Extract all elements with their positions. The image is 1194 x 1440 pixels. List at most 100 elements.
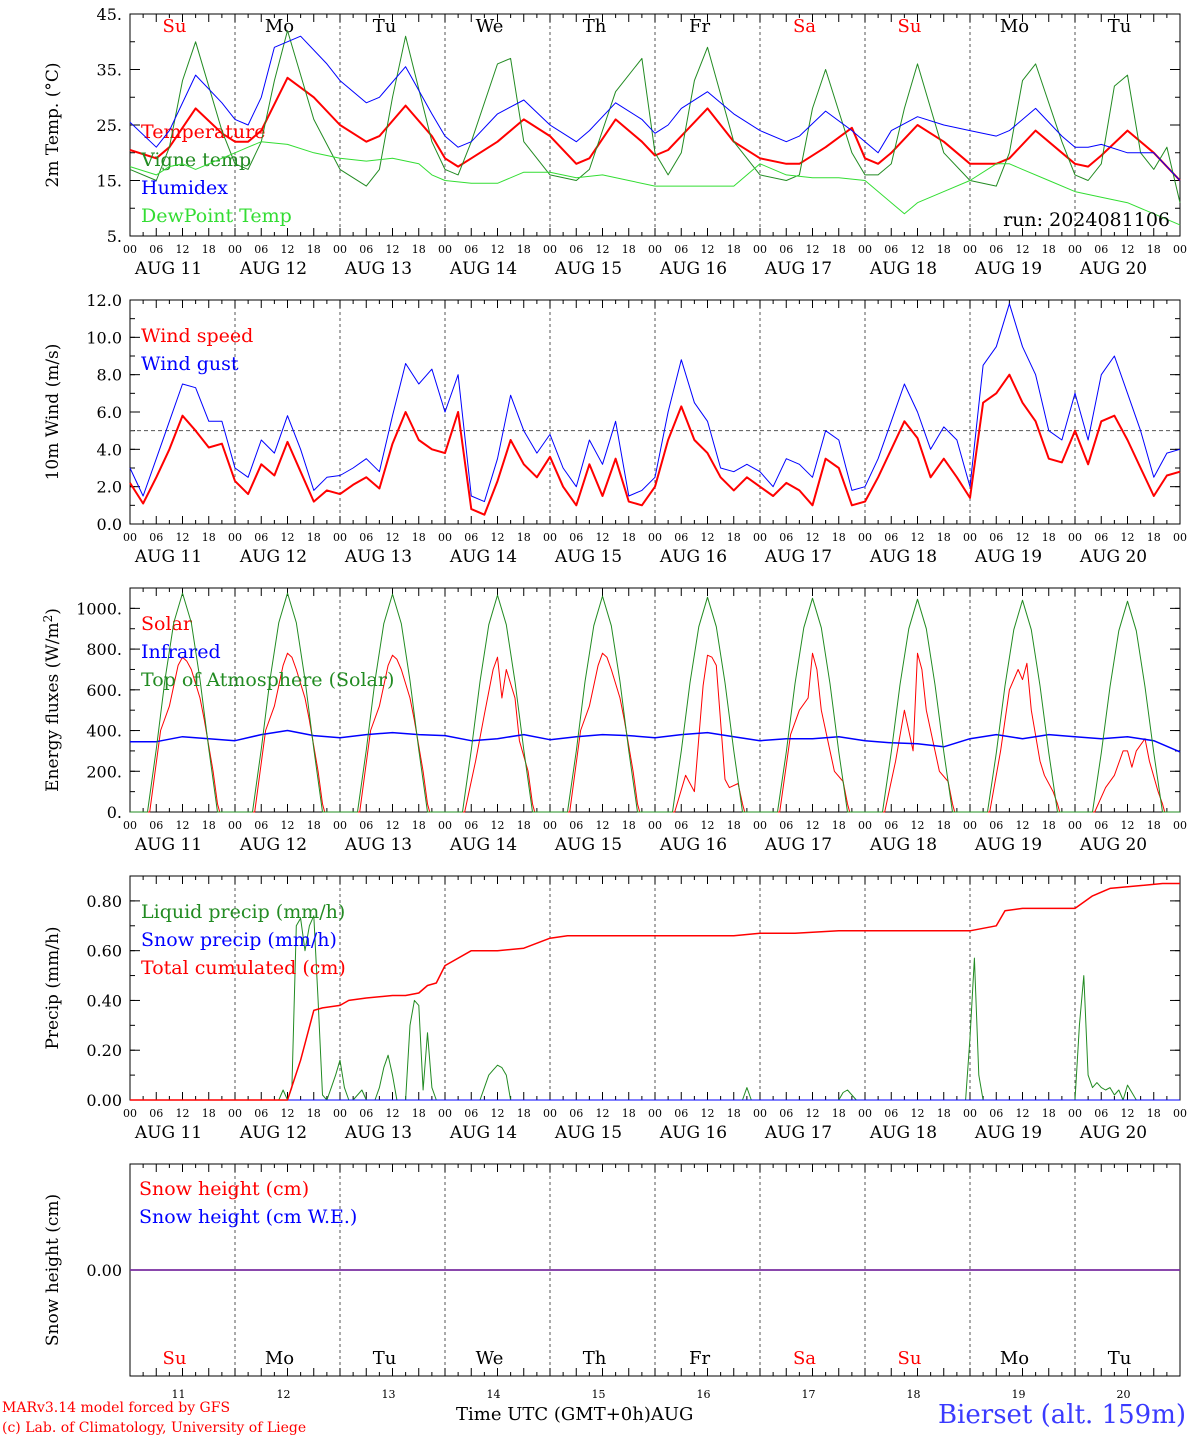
wind-hour-label: 06	[569, 531, 583, 544]
wind-hour-label: 12	[176, 531, 190, 544]
temp-hour-label: 00	[228, 243, 242, 256]
temp-hour-label: 18	[307, 243, 321, 256]
energy-hour-label: 00	[1068, 819, 1082, 832]
precip-legend-entry: Snow precip (mm/h)	[141, 929, 337, 951]
temp-hour-label: 06	[254, 243, 268, 256]
temp-y-axis-label: 2m Temp. (°C)	[43, 62, 63, 187]
energy-hour-label: 06	[464, 819, 478, 832]
temp-hour-label: 12	[281, 243, 295, 256]
energy-hour-label: 12	[491, 819, 505, 832]
precip-y-tick-label: 0.60	[86, 942, 122, 961]
energy-legend-entry: Infrared	[141, 641, 221, 663]
energy-y-tick-label: 1000.	[76, 599, 122, 618]
temp-hour-label: 06	[359, 243, 373, 256]
precip-series-line	[130, 882, 1180, 1101]
temp-hour-label: 00	[333, 243, 347, 256]
temp-hour-label: 06	[989, 243, 1003, 256]
temp-hour-label: 18	[727, 243, 741, 256]
energy-hour-label: 12	[911, 819, 925, 832]
wind-date-label: AUG 19	[974, 547, 1042, 567]
wind-date-label: AUG 11	[134, 547, 202, 567]
energy-hour-label: 12	[701, 819, 715, 832]
temp-hour-label: 12	[1121, 243, 1135, 256]
snow-legend-entry: Snow height (cm W.E.)	[139, 1206, 357, 1228]
energy-frame	[129, 587, 1181, 813]
temp-hour-label: 00	[648, 243, 662, 256]
temp-hour-label: 00	[858, 243, 872, 256]
wind-frame	[129, 299, 1181, 525]
temp-hour-label: 06	[674, 243, 688, 256]
energy-date-label: AUG 15	[554, 835, 622, 855]
wind-series-line	[129, 373, 1181, 516]
temp-weekday-label: Fr	[689, 16, 710, 37]
temp-date-label: AUG 13	[344, 259, 412, 279]
temp-hour-label: 00	[1068, 243, 1082, 256]
precip-y-tick-label: 0.00	[86, 1091, 122, 1110]
temp-weekday-label: Sa	[793, 16, 816, 37]
energy-hour-label: 12	[386, 819, 400, 832]
wind-hour-label: 18	[517, 531, 531, 544]
precip-hour-label: 18	[517, 1107, 531, 1120]
temp-legend-entry: Humidex	[141, 177, 228, 199]
wind-hour-label: 06	[1094, 531, 1108, 544]
wind-hour-label: 18	[937, 531, 951, 544]
temp-hour-label: 12	[176, 243, 190, 256]
precip-hour-label: 00	[753, 1107, 767, 1120]
day-number-label: 18	[907, 1388, 921, 1401]
temp-date-label: AUG 16	[659, 259, 727, 279]
snow-weekday-label: Mo	[265, 1348, 294, 1369]
temp-hour-label: 18	[202, 243, 216, 256]
precip-hour-label-end: 00	[1173, 1107, 1187, 1120]
day-number-label: 17	[802, 1388, 816, 1401]
wind-date-label: AUG 12	[239, 547, 307, 567]
precip-hour-label: 00	[333, 1107, 347, 1120]
energy-hour-label: 18	[517, 819, 531, 832]
energy-series-line	[130, 592, 1180, 813]
precip-hour-label: 18	[202, 1107, 216, 1120]
energy-date-label: AUG 11	[134, 835, 202, 855]
wind-date-label: AUG 17	[764, 547, 832, 567]
precip-hour-label: 00	[963, 1107, 977, 1120]
temp-y-tick-label: 25.	[97, 116, 122, 135]
energy-hour-label: 18	[622, 819, 636, 832]
precip-hour-label: 06	[674, 1107, 688, 1120]
energy-y-tick-label: 400.	[86, 722, 122, 741]
energy-date-label: AUG 17	[764, 835, 832, 855]
temp-hour-label: 18	[1042, 243, 1056, 256]
temp-y-tick-label: 5.	[107, 227, 122, 246]
precip-date-label: AUG 11	[134, 1123, 202, 1143]
wind-hour-label: 06	[779, 531, 793, 544]
day-number-label: 12	[277, 1388, 291, 1401]
wind-hour-label: 18	[412, 531, 426, 544]
wind-hour-label: 06	[674, 531, 688, 544]
wind-legend-entry: Wind gust	[141, 353, 239, 375]
precip-date-label: AUG 19	[974, 1123, 1042, 1143]
temp-hour-label: 00	[438, 243, 452, 256]
energy-y-tick-label: 600.	[86, 681, 122, 700]
wind-hour-label: 00	[963, 531, 977, 544]
energy-hour-label: 00	[753, 819, 767, 832]
temp-weekday-label: Th	[583, 16, 607, 37]
precip-hour-label: 06	[149, 1107, 163, 1120]
snow-weekday-label: Tu	[373, 1348, 397, 1369]
energy-hour-label: 00	[438, 819, 452, 832]
temp-weekday-label: Tu	[373, 16, 397, 37]
precip-hour-label: 18	[1147, 1107, 1161, 1120]
wind-y-tick-label: 4.0	[97, 440, 122, 459]
wind-date-label: AUG 13	[344, 547, 412, 567]
wind-hour-label: 18	[1042, 531, 1056, 544]
temp-series-line	[129, 30, 1181, 203]
day-number-label: 11	[172, 1388, 186, 1401]
temp-weekday-label: Tu	[1108, 16, 1132, 37]
snow-weekday-label: Su	[898, 1348, 922, 1369]
precip-hour-label: 18	[1042, 1107, 1056, 1120]
precip-hour-label: 18	[937, 1107, 951, 1120]
wind-hour-label: 12	[701, 531, 715, 544]
wind-hour-label: 00	[1068, 531, 1082, 544]
wind-hour-label: 00	[753, 531, 767, 544]
temp-series-line	[129, 141, 1181, 226]
precip-hour-label: 12	[596, 1107, 610, 1120]
precip-hour-label: 06	[1094, 1107, 1108, 1120]
precip-hour-label: 18	[622, 1107, 636, 1120]
energy-hour-label: 06	[254, 819, 268, 832]
